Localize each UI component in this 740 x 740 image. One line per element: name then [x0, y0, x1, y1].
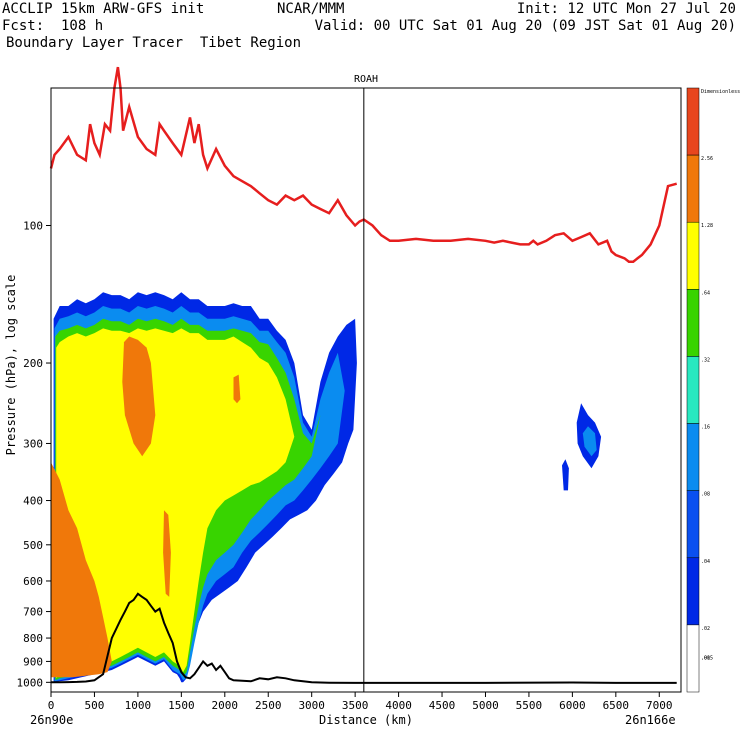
colorbar-label: .005	[701, 655, 713, 661]
colorbar-swatch	[686, 557, 700, 626]
colorbar-label: .08	[701, 492, 710, 498]
colorbar-swatch	[686, 624, 700, 693]
chart-lines	[49, 66, 678, 692]
y-tick-label: 900	[23, 655, 43, 668]
header-field-name: Boundary Layer Tracer Tibet Region	[6, 35, 302, 51]
y-tick-label: 700	[23, 606, 43, 619]
colorbar-swatch	[686, 423, 700, 491]
colorbar-label: Dimensionless	[701, 89, 740, 95]
x-tick-label: 1000	[125, 699, 152, 712]
x-tick-label: 3000	[298, 699, 325, 712]
x-tick-label: 3500	[342, 699, 369, 712]
header-source: NCAR/MMM	[277, 1, 345, 17]
panel-title: ROAH	[354, 74, 378, 85]
colorbar-swatch	[686, 289, 700, 357]
x-tick-label: 6000	[559, 699, 586, 712]
colorbar-label: 1.28	[701, 223, 713, 229]
colorbar-label: .32	[701, 357, 710, 363]
colorbar-label: .02	[701, 626, 710, 632]
y-tick-label: 600	[23, 575, 43, 588]
x-axis: 0 500 1000 1500 2000 2500 3000 3500 4000 4500 5000…	[48, 692, 673, 712]
y-axis: 100 200 300 400 500 600 700 800 900 1000	[17, 220, 51, 689]
y-tick-label: 500	[23, 539, 43, 552]
x-tick-label: 500	[85, 699, 105, 712]
x-tick-label: 1500	[168, 699, 195, 712]
x-tick-label: 7000	[646, 699, 673, 712]
colorbar: Dimensionless 2.56 1.28 .64 .32 .16 .08 .04 .02.…	[686, 87, 740, 693]
x-tick-label: 6500	[603, 699, 630, 712]
header-init-time: Init: 12 UTC Mon 27 Jul 20	[516, 1, 736, 17]
colorbar-swatch	[686, 87, 700, 156]
tracer-field-isolated-blob-8	[562, 459, 569, 491]
header-forecast-hour: Fcst: 108 h	[2, 18, 104, 34]
colorbar-label: 2.56	[701, 156, 713, 162]
x-start-label: 26n90e	[30, 713, 73, 727]
colorbar-label: .64	[701, 290, 710, 296]
y-tick-label: 300	[23, 437, 43, 450]
colorbar-label: .01	[701, 655, 710, 661]
y-tick-label: 400	[23, 495, 43, 508]
colorbar-swatch	[686, 154, 700, 223]
colorbar-swatch	[686, 356, 700, 424]
x-tick-label: 2000	[212, 699, 239, 712]
x-end-label: 26n166e	[625, 713, 676, 727]
header-title: ACCLIP 15km ARW-GFS init	[2, 1, 205, 17]
tropopause-line	[49, 66, 678, 263]
x-tick-label: 2500	[255, 699, 282, 712]
tracer-field-mid-left-6	[163, 510, 171, 597]
y-tick-label: 100	[23, 220, 43, 233]
tracer-field-plume-3	[56, 328, 295, 679]
tracer-field-isolated-blob-10	[582, 426, 597, 457]
colorbar-label: .04	[701, 559, 710, 565]
plot-frame	[50, 87, 682, 693]
y-tick-label: 1000	[17, 676, 44, 689]
x-tick-label: 5000	[472, 699, 499, 712]
x-tick-label: 5500	[516, 699, 543, 712]
header-valid-time: Valid: 00 UTC Sat 01 Aug 20 (09 JST Sat …	[314, 18, 736, 34]
x-tick-label: 4500	[429, 699, 456, 712]
x-axis-label: Distance (km)	[319, 713, 413, 727]
y-axis-label: Pressure (hPa), log scale	[4, 275, 18, 456]
x-tick-label: 4000	[385, 699, 412, 712]
tracer-field-lower-left-4	[51, 462, 112, 678]
tracer-field-mid-right-7	[233, 374, 241, 404]
y-tick-label: 200	[23, 357, 43, 370]
tracer-field-upper-left-5	[122, 336, 156, 457]
terrain-line	[51, 592, 677, 684]
colorbar-label: .16	[701, 425, 710, 431]
tracer-fields	[51, 292, 602, 683]
colorbar-swatch	[686, 221, 700, 290]
x-tick-label: 0	[48, 699, 55, 712]
y-tick-label: 800	[23, 632, 43, 645]
colorbar-swatch	[686, 490, 700, 559]
